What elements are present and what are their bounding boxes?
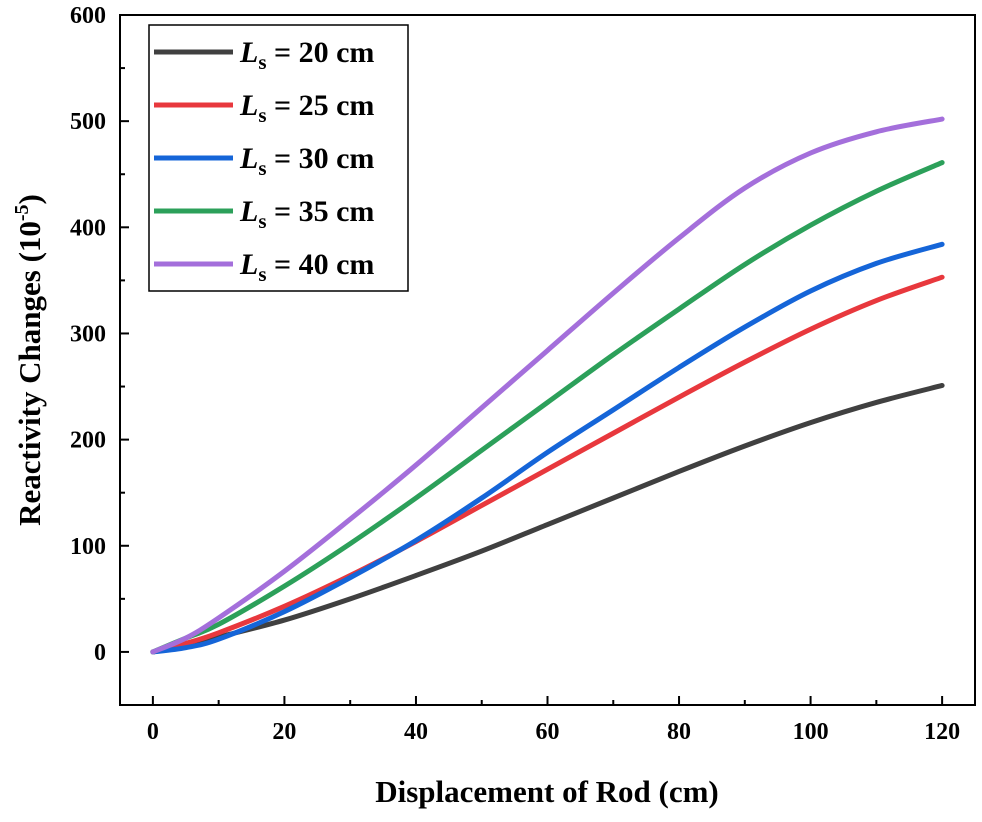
- legend-label-4: Ls = 35 cm: [239, 195, 374, 233]
- x-tick-label: 20: [272, 719, 296, 745]
- legend-label-5: Ls = 40 cm: [239, 248, 374, 286]
- legend-label-2: Ls = 25 cm: [239, 89, 374, 127]
- series-line-3: [150, 241, 945, 655]
- y-tick-label: 0: [94, 640, 106, 666]
- y-tick-label: 400: [70, 215, 106, 241]
- series-line-2: [150, 274, 945, 655]
- series-line-4: [150, 160, 945, 655]
- x-tick-label: 0: [147, 719, 159, 745]
- y-tick-label: 300: [70, 321, 106, 347]
- y-axis-title-superscript: -5: [11, 204, 33, 221]
- x-tick-label: 120: [924, 719, 960, 745]
- x-tick-label: 100: [793, 719, 829, 745]
- y-axis-title-main: Reactivity Changes (10: [12, 221, 47, 526]
- x-tick-label: 60: [536, 719, 560, 745]
- series-lines: [150, 116, 945, 655]
- y-axis-title-group: Reactivity Changes (10-5): [11, 194, 47, 526]
- y-tick-label: 500: [70, 109, 106, 135]
- x-tick-label: 80: [667, 719, 691, 745]
- y-axis-title: Reactivity Changes (10-5): [11, 194, 47, 526]
- x-axis-title: Displacement of Rod (cm): [375, 774, 719, 809]
- legend: Ls = 20 cm Ls = 25 cm Ls = 30 cm Ls = 35 cm…: [148, 24, 409, 292]
- series-line-5: [150, 116, 945, 655]
- plot-frame: [119, 14, 976, 706]
- y-tick-label: 600: [70, 3, 106, 29]
- legend-label-3: Ls = 30 cm: [239, 142, 374, 180]
- y-axis-title-close: ): [12, 194, 47, 204]
- y-tick-label: 200: [70, 428, 106, 454]
- legend-label-1: Ls = 20 cm: [239, 36, 374, 74]
- x-tick-label: 40: [404, 719, 428, 745]
- y-tick-label: 100: [70, 534, 106, 560]
